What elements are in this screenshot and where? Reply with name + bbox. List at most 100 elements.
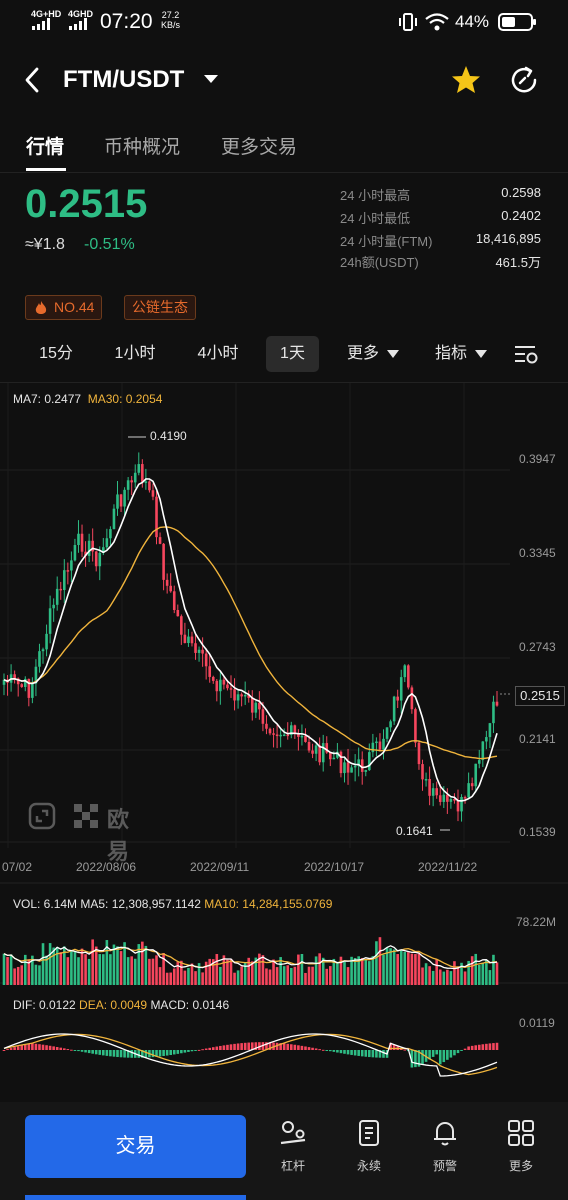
candle-body xyxy=(417,742,421,765)
volume-bar xyxy=(190,963,194,985)
candle-body xyxy=(109,529,112,539)
watermark-text: 欧易 xyxy=(107,807,130,864)
pair-title[interactable]: FTM/USDT xyxy=(63,66,185,93)
macd-bar xyxy=(346,1050,350,1055)
macd-bar xyxy=(109,1050,112,1057)
ma30-legend: MA30: 0.2054 xyxy=(87,392,163,406)
macd-bar xyxy=(382,1050,385,1058)
candle-body xyxy=(297,734,300,737)
volume-bar xyxy=(144,945,148,985)
candle-body xyxy=(126,480,130,490)
candle-body xyxy=(470,783,474,787)
perpetual-button[interactable]: 永续 xyxy=(341,1118,397,1174)
more-button[interactable]: 更多 xyxy=(493,1118,549,1174)
candlestick-chart[interactable] xyxy=(0,383,568,1083)
macd-bar xyxy=(307,1047,311,1050)
macd-bar xyxy=(73,1050,77,1051)
category-tag[interactable]: 公链生态 xyxy=(124,295,196,320)
volume-bar xyxy=(304,972,307,985)
leverage-button[interactable]: 杠杆 xyxy=(265,1118,321,1174)
indicator-select[interactable]: 指标 xyxy=(434,345,467,362)
volume-bar xyxy=(265,968,268,985)
macd-bar xyxy=(34,1043,38,1050)
trade-button[interactable]: 交易 xyxy=(25,1115,246,1178)
candle-body xyxy=(176,609,180,617)
alert-button[interactable]: 预警 xyxy=(417,1118,473,1174)
volume-bar xyxy=(477,964,481,985)
x-tick: 2022/10/17 xyxy=(304,860,365,874)
macd-bar xyxy=(141,1050,144,1058)
volume-bar xyxy=(172,968,176,985)
macd-bar xyxy=(123,1050,126,1058)
fullscreen-icon[interactable] xyxy=(28,802,56,830)
volume-bar xyxy=(180,960,183,985)
macd-bar xyxy=(250,1042,254,1050)
candle-body xyxy=(460,797,463,812)
volume-bar xyxy=(91,939,94,985)
candle-body xyxy=(211,676,215,681)
chevron-down-icon[interactable] xyxy=(474,349,488,359)
candle-body xyxy=(45,633,48,650)
stat-value-volume: 18,416,895 xyxy=(475,231,541,246)
refresh-icon[interactable] xyxy=(508,64,540,96)
volume-bar xyxy=(66,957,70,985)
volume-bar xyxy=(307,966,311,985)
candle-body xyxy=(102,547,105,553)
volume-bar xyxy=(219,966,222,985)
candle-body xyxy=(321,743,325,763)
x-tick: 2022/08/06 xyxy=(76,860,137,874)
candle-body xyxy=(403,665,407,678)
chevron-down-icon[interactable] xyxy=(202,72,220,86)
macd-bar xyxy=(318,1049,321,1051)
volume-bar xyxy=(318,953,321,985)
macd-bar xyxy=(275,1042,279,1050)
candle-body xyxy=(318,745,321,763)
interval-1d[interactable]: 1天 xyxy=(266,336,319,372)
candle-body xyxy=(399,677,403,701)
bottom-bar: 交易 杠杆 永续 预警 更多 xyxy=(0,1102,568,1200)
macd-legend: DIF: 0.0122 DEA: 0.0049 MACD: 0.0146 xyxy=(13,998,229,1012)
macd-bar xyxy=(91,1050,94,1054)
interval-15m[interactable]: 15分 xyxy=(39,345,73,362)
tab-more-trading[interactable]: 更多交易 xyxy=(221,137,298,158)
macd-bar xyxy=(470,1045,474,1050)
volume-bar xyxy=(311,966,314,985)
tab-coin-overview[interactable]: 币种概况 xyxy=(104,137,181,158)
tab-market[interactable]: 行情 xyxy=(26,137,65,158)
macd-bar xyxy=(368,1050,371,1058)
macd-bar xyxy=(162,1050,165,1056)
macd-bar xyxy=(38,1044,41,1050)
macd-bar xyxy=(9,1048,13,1050)
star-icon[interactable] xyxy=(450,64,482,96)
macd-bar xyxy=(62,1048,66,1050)
macd-bar xyxy=(339,1050,343,1054)
volume-bar xyxy=(109,954,112,985)
candle-body xyxy=(353,765,357,768)
macd-bar xyxy=(116,1050,119,1058)
chart-settings-icon[interactable] xyxy=(513,343,539,367)
volume-bar xyxy=(250,961,254,985)
rank-tag[interactable]: NO.44 xyxy=(25,295,103,320)
volume-bar xyxy=(364,959,368,985)
macd-bar xyxy=(169,1050,172,1056)
volume-bar xyxy=(9,954,13,985)
volume-bar xyxy=(87,958,91,985)
macd-bar xyxy=(364,1050,368,1057)
macd-bar xyxy=(357,1050,360,1056)
candle-body xyxy=(62,570,66,590)
candle-body xyxy=(87,540,91,556)
volume-bar xyxy=(243,962,247,985)
candle-body xyxy=(261,709,265,724)
interval-4h[interactable]: 4小时 xyxy=(197,345,239,362)
volume-bar xyxy=(275,967,279,985)
back-arrow-icon[interactable] xyxy=(22,66,42,94)
candle-body xyxy=(254,702,258,713)
macd-bar xyxy=(392,1044,396,1050)
interval-more[interactable]: 更多 xyxy=(346,345,379,362)
macd-bar xyxy=(297,1045,300,1050)
macd-bar xyxy=(304,1046,307,1050)
candle-body xyxy=(410,687,414,710)
chevron-down-icon[interactable] xyxy=(386,349,400,359)
interval-1h[interactable]: 1小时 xyxy=(114,345,156,362)
macd-bar xyxy=(488,1043,492,1050)
